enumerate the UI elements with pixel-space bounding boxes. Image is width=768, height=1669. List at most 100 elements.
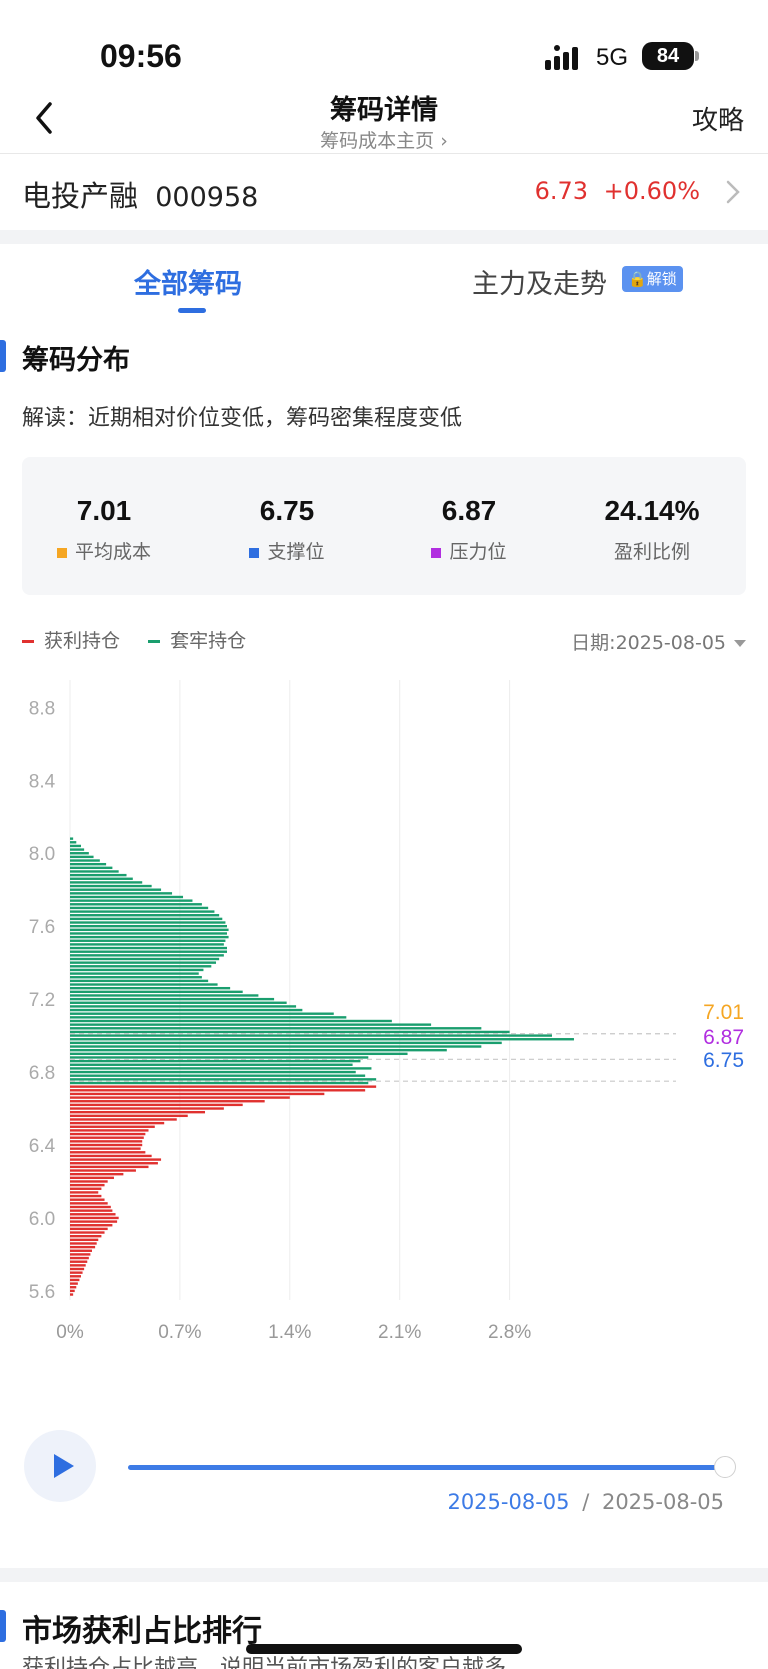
strategy-button[interactable]: 攻略 (691, 106, 744, 136)
timeline-slider-handle[interactable] (714, 1456, 736, 1478)
chip-bar (70, 946, 227, 950)
chip-bar (70, 1059, 361, 1063)
legend-trapped: 套牢持仓 (148, 626, 246, 653)
back-arrow-icon[interactable] (30, 98, 60, 138)
date-picker[interactable]: 日期:2025-08-05 (571, 628, 746, 655)
lock-icon: 🔒 (628, 270, 647, 288)
chip-bar (70, 1275, 81, 1278)
chip-bar (70, 957, 220, 961)
chip-bar (70, 870, 119, 873)
chip-bar (70, 1107, 224, 1110)
chip-bar (70, 881, 143, 884)
chip-bar (70, 1136, 144, 1139)
tab-bar: 全部筹码 主力及走势 🔒解锁 (0, 244, 768, 320)
stat-label: 压力位 (449, 541, 507, 563)
play-button[interactable] (24, 1430, 96, 1502)
chip-bar (70, 888, 162, 891)
cost-home-link[interactable]: 筹码成本主页 › (0, 126, 768, 153)
chip-bar (70, 1023, 432, 1026)
chip-bar (70, 837, 74, 840)
chip-bar (70, 1183, 105, 1187)
section-description: 获利持仓占比越高，说明当前市场盈利的客户越多 (22, 1656, 507, 1669)
chip-bar (70, 1227, 108, 1231)
chip-bar (70, 1282, 78, 1285)
marker-label: 6.87 (703, 1026, 744, 1049)
chip-bar (70, 976, 202, 979)
chip-bar (70, 1103, 243, 1107)
x-tick-label: 1.4% (268, 1322, 311, 1343)
stat-label: 盈利比例 (613, 541, 690, 563)
y-tick-label: 7.2 (29, 990, 55, 1011)
chip-bar (70, 1260, 88, 1263)
chip-bar (70, 1151, 146, 1154)
legend-trapped-swatch (148, 640, 161, 643)
cost-home-label: 筹码成本主页 (320, 130, 435, 152)
chip-bar (70, 895, 184, 899)
stat-value: 7.01 (76, 495, 132, 526)
chip-bar (70, 1205, 111, 1209)
chip-bar (70, 1019, 392, 1023)
chip-bar (70, 1249, 92, 1252)
stats-card: 7.01 平均成本 6.75 支撑位 6.87 压力位 24.14% 盈利比例 (22, 457, 746, 595)
chip-bar (70, 884, 152, 888)
stock-price: 6.73 (534, 177, 588, 205)
stat-pressure: 6.87 压力位 (389, 495, 549, 564)
stock-header[interactable]: 电投产融 000958 6.73 +0.60% (0, 155, 768, 230)
chip-bar (70, 844, 81, 848)
chip-bar (70, 935, 229, 939)
tab-all-chips[interactable]: 全部筹码 (134, 269, 242, 300)
chip-bar (70, 972, 199, 975)
chip-bar (70, 1209, 113, 1212)
chip-bar (70, 877, 133, 880)
chip-bar (70, 1056, 369, 1059)
chip-bar (70, 1147, 141, 1150)
chip-bar (70, 1286, 77, 1289)
chip-bar (70, 1293, 74, 1296)
chip-bar (70, 943, 224, 946)
chip-bar (70, 1216, 119, 1220)
chip-bar (70, 1224, 113, 1227)
chip-bar (70, 1005, 297, 1008)
chip-bar (70, 1052, 408, 1056)
y-tick-label: 8.4 (29, 771, 56, 792)
chip-bar (70, 997, 275, 1001)
timeline-slider-track[interactable] (128, 1465, 726, 1470)
chip-bar (70, 1001, 287, 1004)
status-time: 09:56 (100, 38, 182, 74)
chip-bar (70, 1129, 149, 1132)
chip-bar (70, 873, 127, 877)
chip-bar (70, 983, 218, 986)
chip-bar (70, 1180, 108, 1183)
chip-bar (70, 1063, 353, 1066)
x-tick-label: 2.1% (378, 1322, 421, 1343)
stat-avg-cost: 7.01 平均成本 (24, 495, 184, 564)
date-label: 日期:2025-08-05 (571, 632, 726, 654)
chip-bar (70, 986, 231, 990)
chip-bar (70, 965, 212, 968)
chip-bar (70, 1191, 99, 1194)
chip-bar (70, 841, 77, 844)
signal-icon (545, 45, 578, 70)
chip-bar (70, 1034, 552, 1037)
chip-bar (70, 1027, 482, 1030)
chip-bar (70, 1238, 99, 1242)
section-accent-bar (0, 1610, 6, 1642)
chip-bar (70, 1187, 102, 1190)
chip-bar (70, 1114, 188, 1118)
unlock-badge[interactable]: 🔒解锁 (622, 266, 683, 292)
stat-label-wrap: 压力位 (389, 537, 549, 564)
chip-bar (70, 1154, 152, 1158)
chip-bar (70, 1162, 158, 1165)
dropdown-caret-icon (734, 640, 746, 647)
chip-bar (70, 1278, 80, 1282)
chip-bar (70, 1140, 143, 1143)
chip-bar (70, 1045, 482, 1048)
chip-bar (70, 1100, 265, 1103)
chip-bar (70, 892, 173, 895)
chip-bar (70, 924, 227, 928)
chip-bar (70, 1253, 91, 1256)
tab-main-force[interactable]: 主力及走势 (472, 269, 607, 300)
chip-bar (70, 1081, 369, 1085)
section-title: 市场获利占比排行 (22, 1614, 262, 1649)
stat-profit-ratio: 24.14% 盈利比例 (572, 495, 732, 564)
